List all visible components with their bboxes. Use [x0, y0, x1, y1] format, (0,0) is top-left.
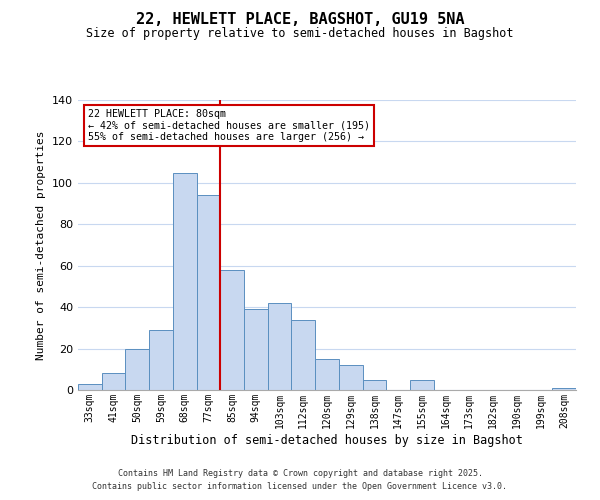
Bar [410, 380, 434, 390]
Text: 22, HEWLETT PLACE, BAGSHOT, GU19 5NA: 22, HEWLETT PLACE, BAGSHOT, GU19 5NA [136, 12, 464, 28]
Bar [220, 270, 244, 390]
Bar [268, 303, 292, 390]
Bar [149, 330, 173, 390]
Bar [292, 320, 315, 390]
Bar [125, 348, 149, 390]
Text: Contains HM Land Registry data © Crown copyright and database right 2025.: Contains HM Land Registry data © Crown c… [118, 468, 482, 477]
Bar [362, 380, 386, 390]
Bar [244, 309, 268, 390]
X-axis label: Distribution of semi-detached houses by size in Bagshot: Distribution of semi-detached houses by … [131, 434, 523, 446]
Text: Size of property relative to semi-detached houses in Bagshot: Size of property relative to semi-detach… [86, 28, 514, 40]
Text: Contains public sector information licensed under the Open Government Licence v3: Contains public sector information licen… [92, 482, 508, 491]
Bar [78, 384, 102, 390]
Bar [197, 196, 220, 390]
Bar [339, 365, 362, 390]
Text: 22 HEWLETT PLACE: 80sqm
← 42% of semi-detached houses are smaller (195)
55% of s: 22 HEWLETT PLACE: 80sqm ← 42% of semi-de… [88, 108, 370, 142]
Bar [173, 172, 197, 390]
Bar [315, 359, 339, 390]
Bar [102, 374, 125, 390]
Bar [552, 388, 576, 390]
Y-axis label: Number of semi-detached properties: Number of semi-detached properties [37, 130, 46, 360]
